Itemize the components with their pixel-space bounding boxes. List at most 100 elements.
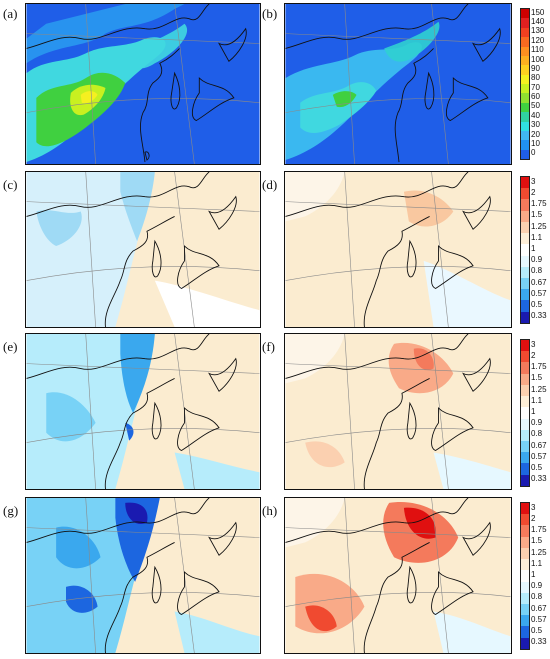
colorbar-tick-label: 1.25 [531,547,547,557]
colorbar-ratio-scale [520,176,530,324]
colorbar-tick-label: 90 [531,63,540,73]
colorbar-ratio-3: 3 2 1.75 1.5 1.25 1.1 1 0.9 0.8 0.67 0.57 0.5 0.33 [520,502,548,650]
colorbar-tick-label: 1.1 [531,395,543,405]
colorbar-tick-label: 30 [531,120,540,130]
colorbar-tick-label: 130 [531,26,545,36]
colorbar-tick-label: 0.8 [531,266,543,276]
colorbar-segment [521,396,529,408]
colorbar-segment [521,199,529,211]
colorbar-segment [521,93,529,103]
colorbar-segment [521,18,529,28]
colorbar-segment [521,65,529,75]
colorbar-segment [521,592,529,604]
map-panel-g [25,497,261,654]
colorbar-segment [521,300,529,312]
colorbar-segment [521,407,529,419]
panel-label-d: (d) [262,177,278,192]
colorbar-segment [521,140,529,150]
colorbar-tick-label: 0.9 [531,581,543,591]
colorbar-tick-label: 1 [531,407,536,416]
map-panel-h [284,497,512,654]
ratio-map-d [285,172,511,327]
colorbar-segment [521,559,529,571]
panel-label-f: (f) [262,339,275,354]
colorbar-tick-label: 0.33 [531,311,547,321]
colorbar-segment [521,626,529,638]
colorbar-tick-label: 50 [531,101,540,111]
colorbar-tick-label: 0.8 [531,592,543,602]
colorbar-tick-label: 1.1 [531,232,543,242]
map-panel-b [284,3,512,165]
colorbar-segment [521,452,529,464]
colorbar-segment [521,463,529,475]
colorbar-tick-label: 1 [531,244,536,253]
concentration-map-a [26,4,260,164]
colorbar-concentration: 150 140 130 120 110 100 90 80 70 60 50 40 30 20 10 0 [520,8,548,160]
colorbar-segment [521,289,529,301]
colorbar-segment [521,9,529,19]
colorbar-ratio-1: 3 2 1.75 1.5 1.25 1.1 1 0.9 0.8 0.67 0.57 0.5 0.33 [520,176,548,324]
colorbar-tick-label: 110 [531,45,544,55]
colorbar-segment [521,37,529,47]
colorbar-tick-label: 0.67 [531,603,547,613]
colorbar-tick-label: 0.33 [531,637,547,647]
panel-label-e: (e) [3,339,18,354]
colorbar-segment [521,503,529,515]
colorbar-segment [521,311,529,323]
colorbar-segment [521,373,529,385]
concentration-map-b [285,4,511,164]
colorbar-segment [521,233,529,245]
colorbar-concentration-scale [520,8,530,160]
colorbar-tick-label: 0.67 [531,277,547,287]
colorbar-segment [521,255,529,267]
colorbar-tick-label: 100 [531,54,545,64]
ratio-map-c [26,172,260,327]
colorbar-ratio-2: 3 2 1.75 1.5 1.25 1.1 1 0.9 0.8 0.67 0.57 0.5 0.33 [520,339,548,487]
colorbar-tick-label: 1.25 [531,384,547,394]
colorbar-tick-label: 80 [531,73,540,83]
map-panel-d [284,171,512,328]
map-panel-e [25,333,261,490]
colorbar-tick-label: 3 [531,176,536,186]
colorbar-tick-label: 1 [531,570,536,579]
colorbar-tick-label: 10 [531,138,540,148]
colorbar-tick-label: 0.5 [531,626,543,636]
colorbar-segment [521,177,529,189]
colorbar-segment [521,581,529,593]
colorbar-segment [521,474,529,486]
colorbar-segment [521,637,529,649]
colorbar-segment [521,112,529,122]
colorbar-tick-label: 0.57 [531,614,547,624]
colorbar-tick-label: 3 [531,502,536,512]
colorbar-tick-label: 0.5 [531,300,543,310]
ratio-map-h [285,498,511,653]
colorbar-segment [521,525,529,537]
colorbar-tick-label: 120 [531,35,545,45]
colorbar-segment [521,55,529,66]
ratio-map-g [26,498,260,653]
colorbar-ratio-scale [520,339,530,487]
colorbar-segment [521,362,529,374]
colorbar-segment [521,149,529,159]
colorbar-segment [521,615,529,627]
colorbar-tick-label: 0.5 [531,463,543,473]
colorbar-tick-label: 0.67 [531,440,547,450]
panel-label-g: (g) [3,503,19,518]
colorbar-tick-label: 0.9 [531,255,543,265]
colorbar-segment [521,266,529,278]
colorbar-tick-label: 0.33 [531,474,547,484]
colorbar-ratio-scale [520,502,530,650]
panel-label-a: (a) [3,6,18,21]
colorbar-tick-label: 20 [531,129,540,139]
colorbar-segment [521,210,529,222]
panel-label-c: (c) [3,177,18,192]
panel-label-h: (h) [262,503,278,518]
colorbar-tick-label: 2 [531,513,536,523]
colorbar-segment [521,570,529,582]
colorbar-tick-label: 60 [531,92,540,102]
ratio-map-f [285,334,511,489]
colorbar-segment [521,418,529,430]
colorbar-segment [521,351,529,363]
colorbar-tick-label: 1.1 [531,558,543,568]
colorbar-segment [521,547,529,560]
